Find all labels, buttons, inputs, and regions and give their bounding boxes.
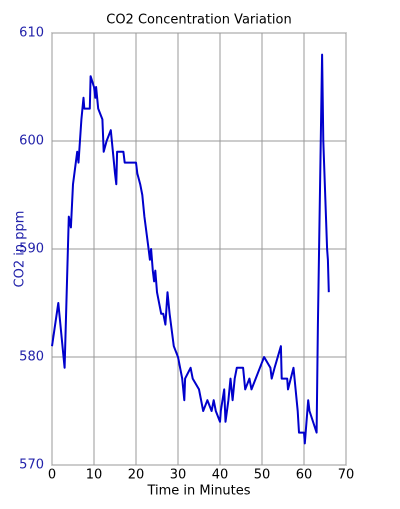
y-tick-label: 580 <box>19 350 44 365</box>
x-tick-label: 30 <box>170 468 187 483</box>
x-tick-label: 50 <box>254 468 271 483</box>
x-tick-label: 70 <box>338 468 355 483</box>
chart-title: CO2 Concentration Variation <box>106 13 292 28</box>
y-tick-label: 600 <box>19 134 44 149</box>
data-line <box>51 53 330 445</box>
x-tick-label: 20 <box>128 468 145 483</box>
y-axis-label: CO2 in ppm <box>13 211 28 288</box>
y-tick-label: 570 <box>19 458 44 473</box>
x-tick-label: 10 <box>86 468 103 483</box>
y-tick-label: 610 <box>19 26 44 41</box>
y-tick-label: 590 <box>19 242 44 257</box>
x-tick-label: 0 <box>48 468 56 483</box>
x-axis-label: Time in Minutes <box>146 484 250 499</box>
x-tick-label: 60 <box>296 468 313 483</box>
x-tick-label: 40 <box>212 468 229 483</box>
